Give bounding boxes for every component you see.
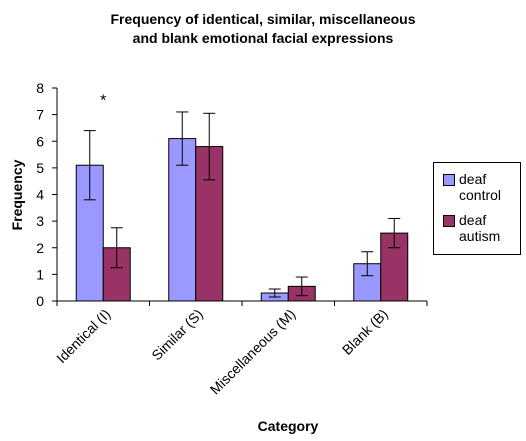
- error-bar: [268, 288, 281, 298]
- chart-title-line-2: and blank emotional facial expressions: [132, 30, 394, 46]
- y-tick-label: 5: [36, 160, 44, 176]
- chart-title: Frequency of identical, similar, miscell…: [0, 10, 526, 48]
- legend-swatch-deaf-control: [443, 174, 455, 186]
- x-tick-label: Similar (S): [148, 306, 206, 364]
- x-tick-label: Blank (B): [339, 306, 391, 358]
- x-tick-label: Identical (I): [53, 306, 113, 366]
- legend-label-deaf-autism: deaf autism: [459, 212, 501, 244]
- chart-title-line-1: Frequency of identical, similar, miscell…: [110, 11, 416, 27]
- error-bar: [83, 130, 96, 201]
- error-bar: [388, 217, 401, 249]
- error-bar: [203, 112, 216, 181]
- y-axis-ticks: 0 1 2 3 4 5 6 7 8: [36, 80, 57, 309]
- legend-swatch-deaf-autism: [443, 215, 455, 227]
- error-bar: [176, 111, 189, 166]
- error-bar: [110, 227, 123, 269]
- axes: [56, 88, 428, 306]
- bars: [75, 138, 409, 302]
- y-tick-label: 3: [36, 213, 44, 229]
- x-axis-tick-labels: Identical (I) Similar (S) Miscellaneous (M…: [53, 306, 391, 398]
- annotations: *: [100, 92, 106, 109]
- y-axis-label: Frequency: [9, 159, 25, 230]
- y-tick-label: 8: [36, 80, 44, 96]
- legend: deaf control deaf autism: [433, 162, 521, 255]
- error-bars: [83, 111, 401, 298]
- significance-marker: *: [100, 92, 106, 109]
- y-tick-label: 2: [36, 240, 44, 256]
- y-tick-label: 4: [36, 187, 44, 203]
- x-tick-label: Miscellaneous (M): [207, 306, 299, 398]
- x-axis-label: Category: [258, 418, 319, 434]
- error-bar: [361, 251, 374, 277]
- y-tick-label: 0: [36, 293, 44, 309]
- error-bar: [295, 276, 308, 297]
- y-tick-label: 7: [36, 107, 44, 123]
- y-tick-label: 6: [36, 133, 44, 149]
- legend-label-deaf-control: deaf control: [459, 171, 502, 203]
- y-tick-label: 1: [36, 266, 44, 282]
